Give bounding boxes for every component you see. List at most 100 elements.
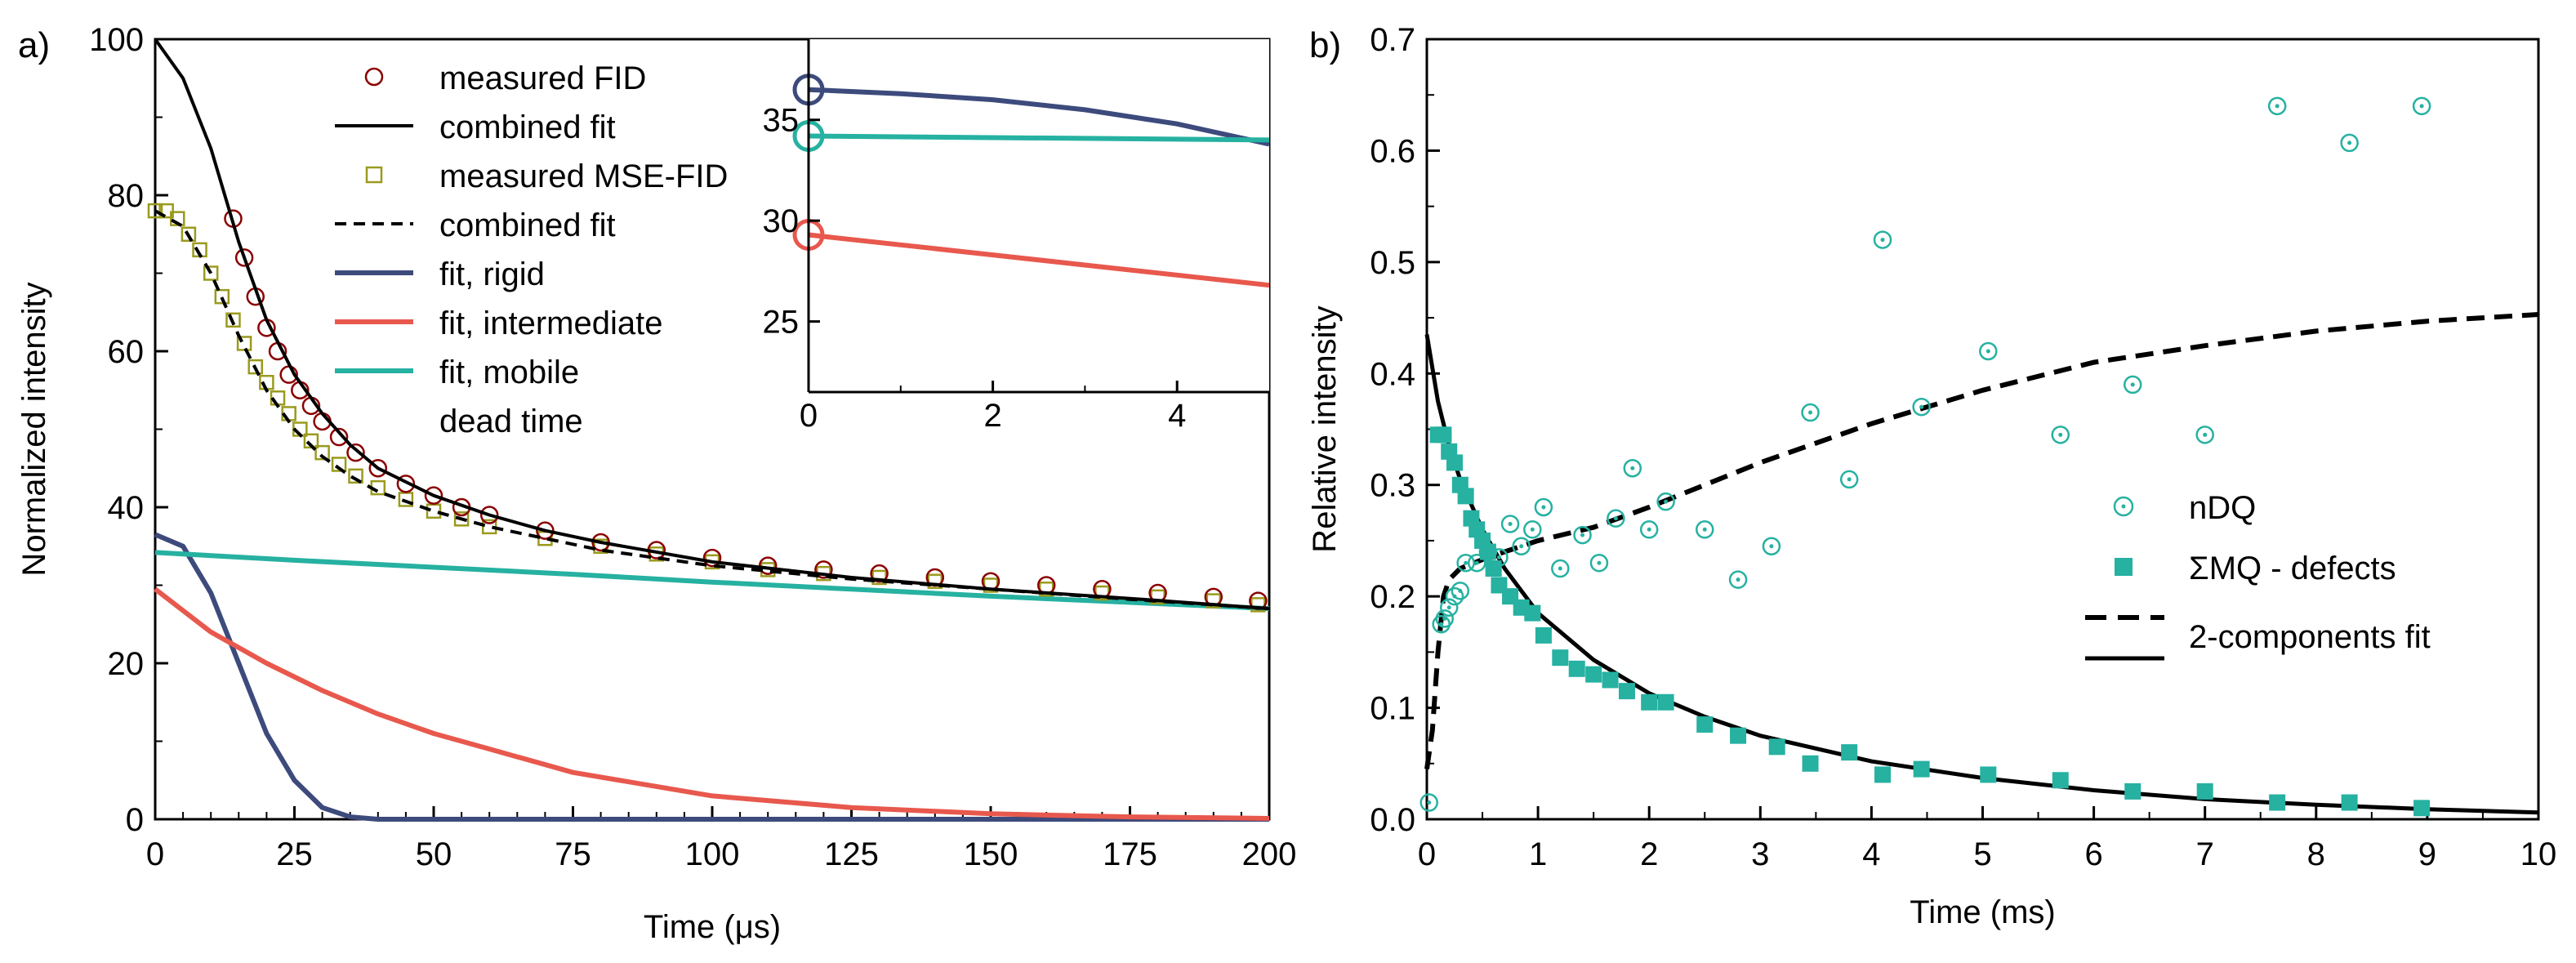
ndq-point bbox=[1873, 230, 1892, 249]
panel-b-ytick-label: 0.7 bbox=[1370, 22, 1415, 58]
panel-b-ytick-label: 0.5 bbox=[1370, 245, 1415, 281]
mq-defects-point bbox=[1696, 716, 1714, 733]
fid-point bbox=[536, 521, 555, 540]
ndq-point bbox=[2195, 426, 2214, 444]
ndq-point bbox=[1801, 403, 1820, 422]
panel-a-ytick-label: 100 bbox=[89, 22, 144, 58]
ndq-point-center bbox=[1541, 505, 1546, 510]
ndq-point bbox=[1534, 497, 1553, 517]
ndq-point-center bbox=[2347, 140, 2352, 145]
rigid-fit-line bbox=[154, 532, 1269, 822]
fid-point bbox=[814, 560, 833, 579]
intermediate-fit-line bbox=[154, 586, 1270, 821]
ndq-point bbox=[1979, 341, 1998, 361]
ndq-point bbox=[1696, 520, 1714, 539]
ndq-point bbox=[1551, 559, 1570, 578]
ndq-point bbox=[1728, 570, 1748, 589]
ndq-point bbox=[2267, 96, 2287, 116]
ndq-point-center bbox=[2275, 104, 2280, 109]
mq-defects-point bbox=[1768, 738, 1785, 756]
fid-point bbox=[368, 459, 388, 478]
panel-a-xtick-label: 25 bbox=[276, 836, 313, 872]
ndq-point bbox=[1523, 520, 1542, 539]
mq-defects-point bbox=[2269, 794, 2286, 811]
panel-a-xlabel: Time (μs) bbox=[644, 909, 781, 945]
ndq-point bbox=[1439, 598, 1459, 617]
ndq-point-center bbox=[1474, 560, 1479, 565]
legend-b-label: nDQ bbox=[2189, 490, 2256, 526]
mq-defects-point bbox=[1730, 727, 1747, 744]
fid-point bbox=[479, 506, 499, 524]
ndq-point bbox=[1500, 515, 1520, 533]
ndq-point-center bbox=[1519, 544, 1524, 549]
ndq-point-center bbox=[1486, 550, 1491, 555]
mse-fid-point bbox=[147, 203, 163, 219]
ndq-point bbox=[2340, 133, 2359, 153]
ndq-point-center bbox=[1558, 566, 1562, 571]
ndq-point bbox=[1839, 470, 1859, 489]
panel-b-ytick-label: 0.0 bbox=[1370, 802, 1415, 838]
panel-b-label: b) bbox=[1309, 25, 1341, 65]
ndq-point-center bbox=[1769, 544, 1774, 549]
mobile-fit-line bbox=[154, 550, 1270, 612]
ndq-point bbox=[1445, 586, 1464, 606]
inset-ytick-label: 25 bbox=[763, 305, 800, 341]
mq-defects-point bbox=[1524, 604, 1541, 622]
ndq-point-center bbox=[1919, 404, 1924, 409]
panel-a-xtick-label: 50 bbox=[416, 836, 452, 872]
mse-fid-point bbox=[225, 312, 241, 328]
panel-b-xtick-label: 5 bbox=[1973, 836, 1991, 872]
ndq-point-center bbox=[1464, 560, 1468, 565]
panel-b-xtick-label: 7 bbox=[2196, 836, 2214, 872]
panel-b-xtick-label: 8 bbox=[2307, 836, 2325, 872]
ndq-point bbox=[1573, 525, 1592, 545]
ndq-point bbox=[1589, 553, 1609, 573]
panel-b-xtick-label: 10 bbox=[2520, 836, 2557, 872]
inset-rigid-line bbox=[808, 87, 1270, 147]
legend-a-label: fit, mobile bbox=[439, 354, 579, 390]
ndq-point-center bbox=[2058, 432, 2063, 437]
fid-point bbox=[346, 443, 365, 462]
ndq-point bbox=[2412, 96, 2431, 116]
inset-ytick-label: 30 bbox=[763, 203, 800, 239]
fid-point bbox=[234, 248, 254, 267]
mq-defects-point bbox=[1602, 671, 1619, 689]
fid-point bbox=[424, 486, 443, 505]
inset-ytick-label: 35 bbox=[763, 103, 800, 139]
ndq-point bbox=[1419, 793, 1438, 812]
mq-defects-point bbox=[2196, 782, 2213, 800]
ndq-point bbox=[1607, 509, 1625, 528]
ndq-point bbox=[2051, 426, 2070, 444]
fid-point bbox=[329, 427, 349, 447]
ndq-point bbox=[1656, 492, 1675, 511]
panel-b-ytick-label: 0.4 bbox=[1370, 356, 1415, 392]
panel-b-ytick-label: 0.3 bbox=[1370, 468, 1415, 504]
panel-a-ytick-label: 20 bbox=[108, 646, 145, 682]
ndq-point-center bbox=[1702, 527, 1707, 532]
ndq-point-center bbox=[1847, 477, 1852, 482]
panel-b-xlabel: Time (ms) bbox=[1910, 894, 2055, 930]
panel-a-ytick-label: 40 bbox=[108, 490, 145, 526]
panel-a-xtick-label: 150 bbox=[964, 836, 1018, 872]
inset-xtick-label: 2 bbox=[983, 398, 1001, 434]
mq-fit-line bbox=[1424, 334, 2539, 815]
legend-fid-marker bbox=[364, 67, 384, 87]
ndq-point bbox=[1435, 609, 1455, 628]
ndq-point-center bbox=[1736, 577, 1740, 582]
panel-a-label: a) bbox=[18, 25, 50, 65]
mse-fid-point bbox=[453, 511, 470, 527]
panel-a-ylabel: Normalized intensity bbox=[16, 282, 52, 576]
legend-a-label: fit, intermediate bbox=[439, 305, 662, 341]
mq-defects-point bbox=[2124, 782, 2141, 800]
panel-a-xtick-label: 0 bbox=[146, 836, 164, 872]
panel-b-xtick-label: 1 bbox=[1529, 836, 1547, 872]
ndq-point-center bbox=[1496, 555, 1501, 560]
mq-defects-point bbox=[1568, 660, 1585, 677]
ndq-point-center bbox=[1808, 410, 1813, 415]
legend-b-label: ΣMQ - defects bbox=[2189, 551, 2396, 586]
legend-a-label: dead time bbox=[439, 403, 583, 439]
panel-b-ytick-label: 0.2 bbox=[1370, 579, 1415, 615]
mse-fid-point bbox=[158, 203, 174, 219]
inset-background bbox=[809, 39, 1269, 392]
